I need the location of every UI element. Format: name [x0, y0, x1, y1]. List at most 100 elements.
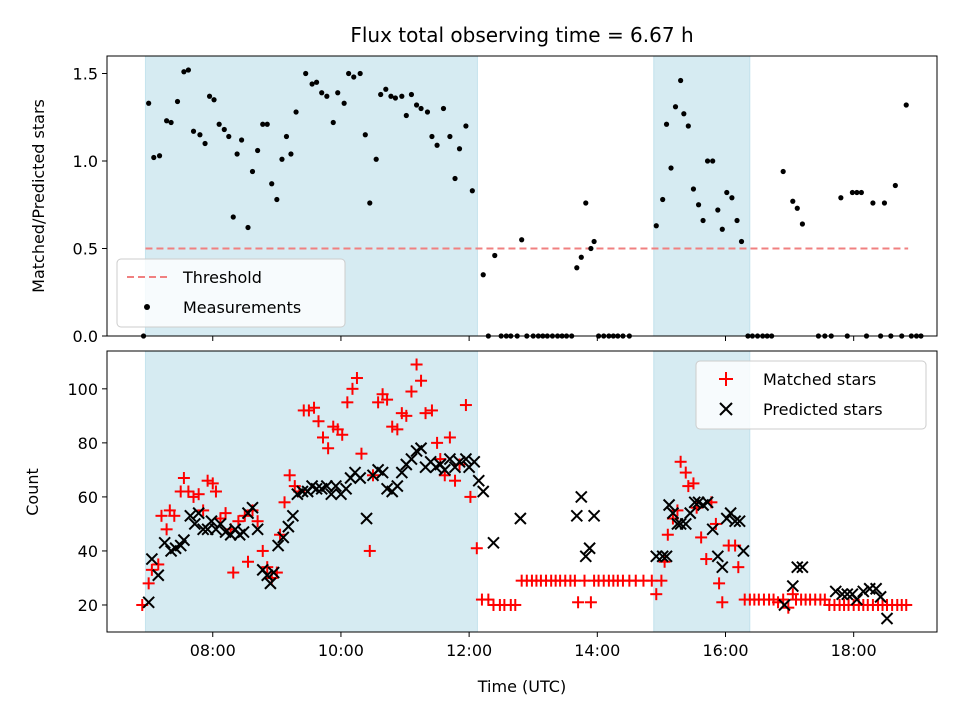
matched-star-point: [410, 358, 423, 371]
predicted-star-point: [329, 479, 343, 493]
measurement-point: [672, 104, 679, 110]
predicted-star-point: [286, 509, 300, 523]
bottom-ytick-label: 100: [67, 380, 98, 399]
matched-star-point: [283, 469, 296, 482]
matched-star-point: [405, 385, 418, 398]
top-axes-frame: [106, 55, 938, 337]
predicted-star-point: [720, 512, 733, 525]
measurement-point: [858, 189, 864, 196]
predicted-star-point: [711, 550, 725, 563]
matched-star-point: [716, 596, 729, 609]
measurement-point: [734, 217, 740, 224]
predicted-star-point: [575, 490, 588, 504]
top-ytick-label: 1.5: [73, 65, 98, 84]
threshold-legend-label: Threshold: [182, 268, 262, 287]
predicted-star-point: [360, 512, 373, 525]
predicted-star-point: [728, 515, 742, 528]
matched-star-point: [655, 574, 668, 587]
measurement-point: [681, 111, 687, 117]
predicted-star-point: [706, 523, 719, 536]
predicted-star-point: [674, 517, 687, 531]
bottom-ytick-label: 20: [78, 596, 98, 615]
measurement-point: [738, 238, 745, 245]
matched-star-point: [177, 471, 190, 484]
matched-star-point: [227, 566, 240, 579]
measurement-point: [230, 214, 236, 220]
measurement-point: [269, 181, 275, 187]
matched-star-point: [459, 399, 472, 412]
measurement-point: [574, 265, 580, 271]
matched-star-point: [482, 593, 495, 606]
measurement-point: [780, 168, 786, 175]
predicted-star-point: [880, 612, 894, 625]
predicted-star-point: [579, 550, 592, 563]
measurements-legend-label: Measurements: [183, 298, 301, 317]
predicted-star-point: [320, 479, 334, 493]
measurement-point: [288, 151, 294, 157]
bottom-xtick-label: 08:00: [190, 641, 236, 660]
measurement-point: [283, 133, 290, 140]
predicted-star-point: [472, 474, 485, 487]
predicted-star-point: [514, 512, 527, 525]
top-ytick-label: 0.0: [73, 327, 98, 346]
measurement-point: [578, 254, 584, 260]
measurement-point: [690, 186, 697, 192]
matched-star-point: [355, 447, 368, 460]
matched-star-point: [155, 509, 168, 522]
predicted-star-point: [778, 598, 791, 612]
predicted-star-point: [267, 566, 280, 579]
predicted-star-point: [857, 585, 870, 598]
predicted-star-point: [237, 525, 250, 539]
matched-star-point: [160, 523, 173, 536]
measurement-point: [695, 202, 702, 208]
predicted-star-point: [152, 569, 165, 582]
bottom-xtick-label: 12:00: [446, 641, 492, 660]
measurement-point: [849, 189, 855, 196]
measurement-point: [168, 119, 174, 126]
measurement-point: [202, 140, 208, 147]
measurement-point: [279, 156, 285, 162]
predicted-star-point: [850, 593, 864, 606]
predicted-star-point: [395, 466, 409, 479]
matched-star-point: [308, 401, 321, 414]
top-y-ticks: 0.0 0.5 1.0 1.5: [73, 65, 107, 346]
predicted-star-point: [414, 442, 428, 455]
predicted-star-point: [716, 560, 729, 574]
matched-star-point: [509, 598, 522, 611]
measurement-point: [881, 200, 888, 206]
measurements-legend-swatch: [144, 304, 150, 310]
measurement-point: [447, 133, 453, 140]
measurement-point: [367, 200, 373, 206]
matched-star-point: [316, 431, 329, 444]
matched-star-point: [674, 455, 687, 468]
measurement-point: [799, 221, 806, 227]
measurement-point: [264, 121, 270, 127]
matched-star-point: [661, 528, 674, 541]
matched-star-point: [363, 544, 376, 557]
bottom-legend: Matched stars Predicted stars: [695, 360, 927, 430]
matched-star-point: [168, 509, 181, 522]
bottom-xtick-label: 14:00: [574, 641, 620, 660]
predicted-star-point: [282, 520, 295, 533]
predicted-star-point: [656, 550, 669, 563]
predicted-star-point: [443, 452, 457, 466]
top-legend-box: [116, 258, 346, 328]
measurement-point: [588, 245, 594, 252]
bottom-y-axis-label: Count: [23, 468, 42, 516]
measurement-point: [715, 207, 721, 213]
measurement-point: [255, 147, 261, 154]
measurement-point: [249, 168, 256, 175]
matched-star-point: [470, 542, 483, 555]
predicted-star-point: [869, 582, 883, 595]
top-y-axis-label: Matched/Predicted stars: [29, 99, 48, 293]
shaded-interval-1: [144, 350, 478, 633]
matched-star-point: [350, 372, 363, 385]
measurement-point: [146, 100, 152, 106]
chart-title: Flux total observing time = 6.67 h: [350, 23, 693, 47]
measurement-point: [378, 91, 384, 98]
measurement-point: [794, 205, 800, 211]
measurement-point: [330, 119, 336, 126]
matched-star-point: [251, 515, 264, 528]
predicted-stars-legend-label: Predicted stars: [763, 400, 883, 419]
measurement-point: [362, 132, 368, 138]
